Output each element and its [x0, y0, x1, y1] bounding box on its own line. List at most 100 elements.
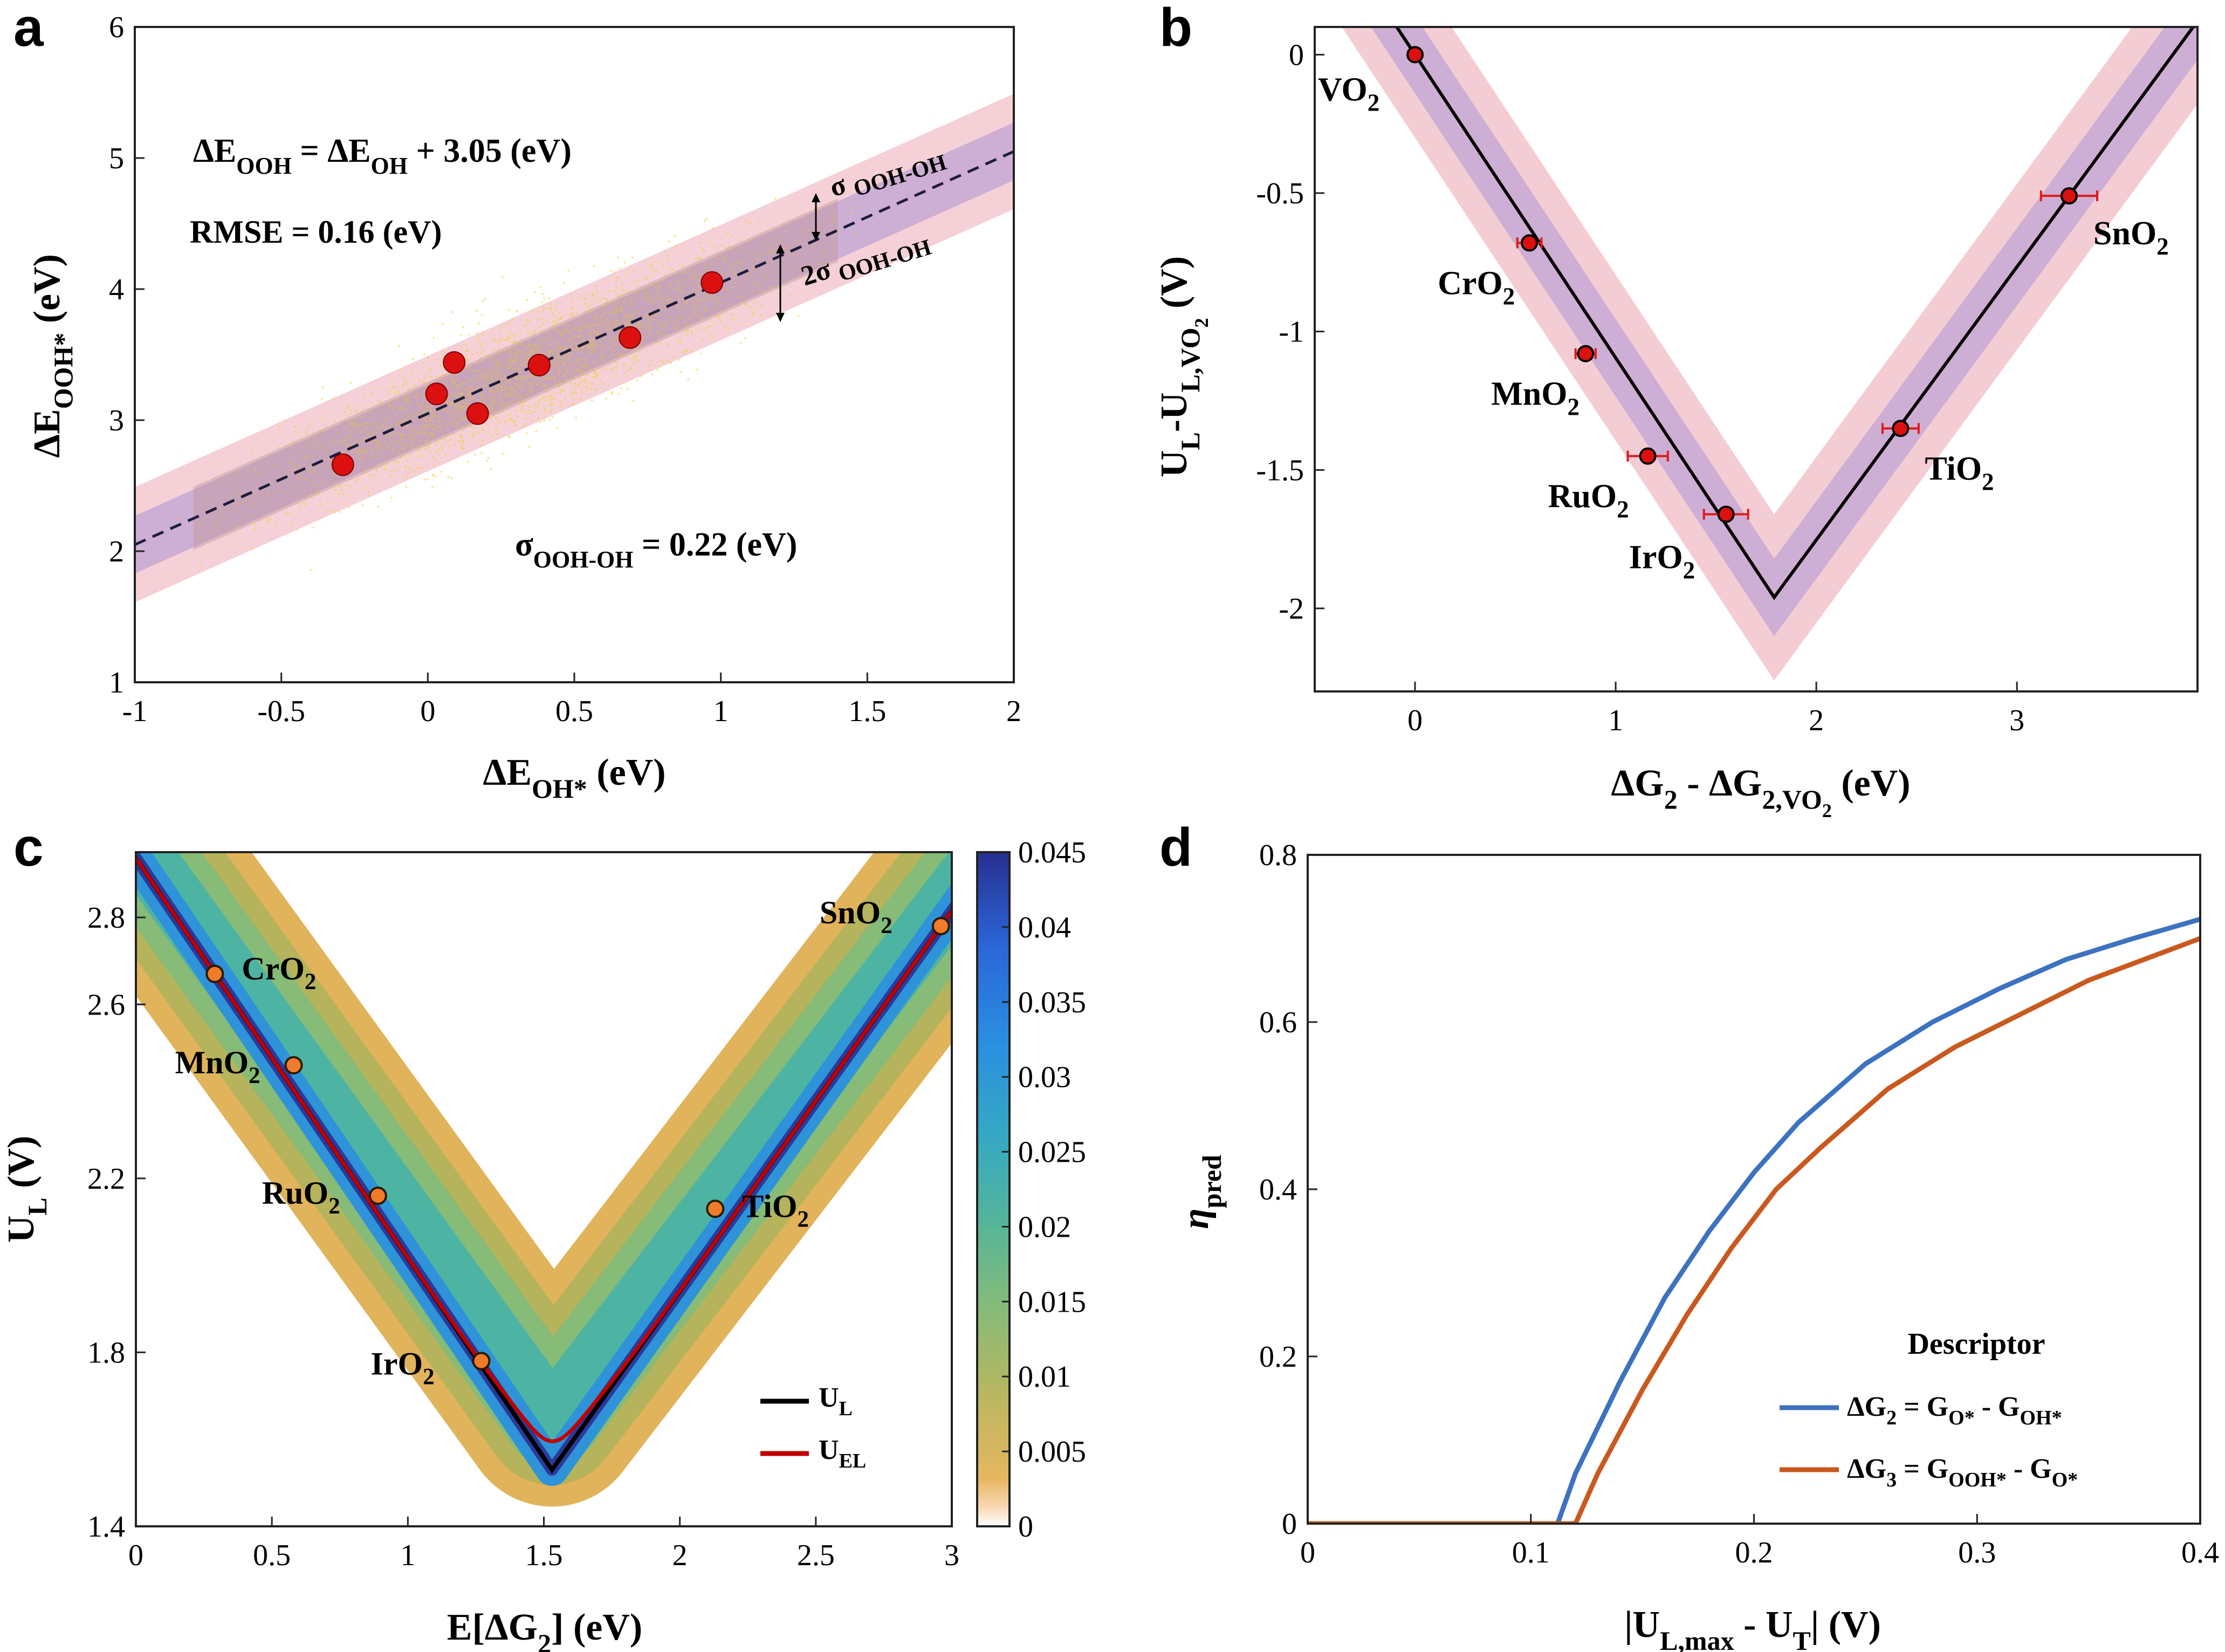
x-tick-label: 1.5: [848, 695, 886, 728]
oxide-point: [2060, 187, 2078, 205]
oxide-point: [527, 353, 551, 376]
y-tick-label: 1.8: [87, 1336, 125, 1369]
volcano-line: [1395, 27, 2195, 600]
y-tick-label: 0.2: [1259, 1340, 1297, 1374]
one-sigma-band: [135, 122, 1014, 574]
oxide-points: [1406, 46, 2098, 523]
y-tick-label: 2.8: [87, 901, 125, 935]
x-tick-label: 0.3: [1958, 1536, 1996, 1569]
y-tick-label: 1.4: [87, 1510, 125, 1544]
legend-title: Descriptor: [1907, 1327, 2045, 1361]
panel-label-c: c: [13, 817, 44, 878]
x-axis-label-b: ΔG2 - ΔG2,VO2 (eV): [1611, 763, 1910, 821]
panel-d: d 0 0.1 0.2 0.3 0.4 0 0.2 0.4 0.6 0.8 Descriptor …: [1159, 817, 2219, 1652]
ticks-b: 0 1 2 3 0 -0.5 -1 -1.5 -2: [1256, 38, 2024, 737]
legend-c: UL UEL: [760, 1382, 866, 1472]
oxide-point: [368, 1187, 387, 1205]
equation-annotation: ΔEOOH = ΔEOH + 3.05 (eV): [193, 133, 572, 179]
panel-label-b: b: [1159, 0, 1192, 58]
colorbar-tick-label: 0.015: [1018, 1285, 1086, 1319]
colorbar-ticks: 0.045 0.04 0.035 0.03 0.025 0.02 0.015 0.01 0.00…: [1002, 836, 1086, 1544]
oxide-point: [425, 382, 448, 406]
legend-label-ul: UL: [819, 1382, 853, 1420]
legend-d: Descriptor ΔG2 = GO* - GOH* ΔG3 = GOOH* …: [1780, 1327, 2078, 1491]
panel-label-d: d: [1159, 817, 1192, 878]
x-tick-label: 1: [1608, 704, 1623, 737]
x-axis-label-d: |UL,max - UT| (V): [1624, 1604, 1881, 1652]
oxide-point: [706, 1199, 725, 1218]
y-tick-label: 3: [109, 404, 124, 437]
inner-band: [1371, 27, 2197, 636]
x-tick-label: 1: [713, 695, 729, 728]
y-tick-label: 0: [1289, 38, 1304, 72]
sigma-annotation: σOOH-OH = 0.22 (eV): [515, 526, 797, 573]
oxide-point: [331, 453, 354, 476]
panel-a: a -1 -0.5 0 0.5 1 1.5 2 1 2 3 4 5 6 ΔEOOH = ΔEOH + 3…: [13, 0, 1021, 804]
x-axis-label-c: E[ΔG2] (eV): [447, 1607, 642, 1652]
y-tick-label: 5: [109, 142, 124, 175]
oxide-point: [1892, 420, 1910, 437]
y-tick-label: 0: [1282, 1507, 1297, 1541]
colorbar-tick-label: 0.025: [1018, 1136, 1086, 1169]
plot-frame-b: [1314, 26, 2199, 693]
y-axis-label-c: UL (V): [1, 1136, 52, 1243]
y-tick-label: -1: [1279, 316, 1304, 349]
x-tick-label: -1: [122, 695, 148, 728]
y-tick-label: -1.5: [1256, 454, 1304, 487]
point-label: SnO2: [2093, 215, 2169, 260]
x-tick-label: 0: [420, 695, 435, 728]
y-tick-label: -2: [1279, 592, 1304, 626]
y-tick-label: 2.2: [87, 1162, 125, 1196]
x-tick-label: 1.5: [525, 1539, 563, 1572]
x-tick-label: -0.5: [257, 695, 305, 728]
plot-frame-d: [1307, 854, 2201, 1525]
point-label: CrO2: [1438, 265, 1515, 310]
oxide-point: [466, 402, 489, 425]
oxide-point: [1406, 46, 1424, 64]
oxide-point: [701, 271, 724, 294]
fit-line: [135, 150, 1014, 546]
oxide-points: [331, 271, 724, 476]
x-axis-label-a: ΔEOH* (eV): [483, 752, 665, 804]
point-label: TiO2: [1925, 450, 1994, 495]
colorbar-tick-label: 0.03: [1018, 1061, 1071, 1094]
x-tick-label: 2: [1809, 704, 1824, 737]
oxide-point: [931, 917, 950, 936]
ticks-d: 0 0.1 0.2 0.3 0.4 0 0.2 0.4 0.6 0.8: [1259, 839, 2219, 1569]
panel-label-a: a: [13, 0, 44, 58]
x-tick-label: 2: [1006, 695, 1021, 728]
y-tick-label: 0.4: [1259, 1173, 1297, 1207]
colorbar-tick-label: 0.01: [1018, 1360, 1071, 1394]
colorbar-tick-label: 0.02: [1018, 1210, 1071, 1244]
oxide-point: [1717, 505, 1735, 523]
ticks-c: 0 0.5 1 1.5 2 2.5 3 1.4 1.8 2.2 2.6 2.8: [87, 901, 959, 1572]
ticks-a: -1 -0.5 0 0.5 1 1.5 2 1 2 3 4 5 6: [109, 11, 1021, 728]
colorbar-tick-label: 0.045: [1018, 836, 1086, 869]
oxide-point: [619, 326, 642, 349]
x-tick-label: 3: [944, 1539, 959, 1572]
colorbar-tick-label: 0: [1018, 1510, 1033, 1544]
y-tick-label: 0.6: [1259, 1006, 1297, 1039]
y-tick-label: 6: [109, 11, 124, 44]
legend-label-uel: UEL: [819, 1435, 866, 1472]
oxide-point: [1639, 447, 1657, 465]
x-tick-label: 3: [2009, 704, 2024, 737]
panel-c: c 0 0.5 1 1.5 2 2.5 31.41.82.22.62.8 CrO2MnO2R…: [1, 817, 1086, 1652]
y-axis-label-a: ΔEOOH* (eV): [26, 254, 78, 458]
colorbar-tick-label: 0.005: [1018, 1435, 1086, 1469]
oxide-point: [1521, 234, 1539, 252]
x-tick-label: 1: [400, 1539, 415, 1572]
rmse-annotation: RMSE = 0.16 (eV): [190, 214, 442, 250]
x-tick-label: 0: [1300, 1536, 1315, 1569]
x-tick-label: 0.1: [1512, 1536, 1550, 1569]
oxide-points: [205, 917, 950, 1370]
legend-label-dg2: ΔG2 = GO* - GOH*: [1847, 1391, 2062, 1429]
x-tick-label: 0.2: [1735, 1536, 1773, 1569]
line-dg3: [1308, 936, 2200, 1524]
y-tick-label: 4: [109, 273, 124, 306]
point-label: RuO2: [1548, 478, 1629, 523]
x-tick-label: 2.5: [797, 1539, 835, 1572]
x-tick-label: 2: [672, 1539, 688, 1572]
